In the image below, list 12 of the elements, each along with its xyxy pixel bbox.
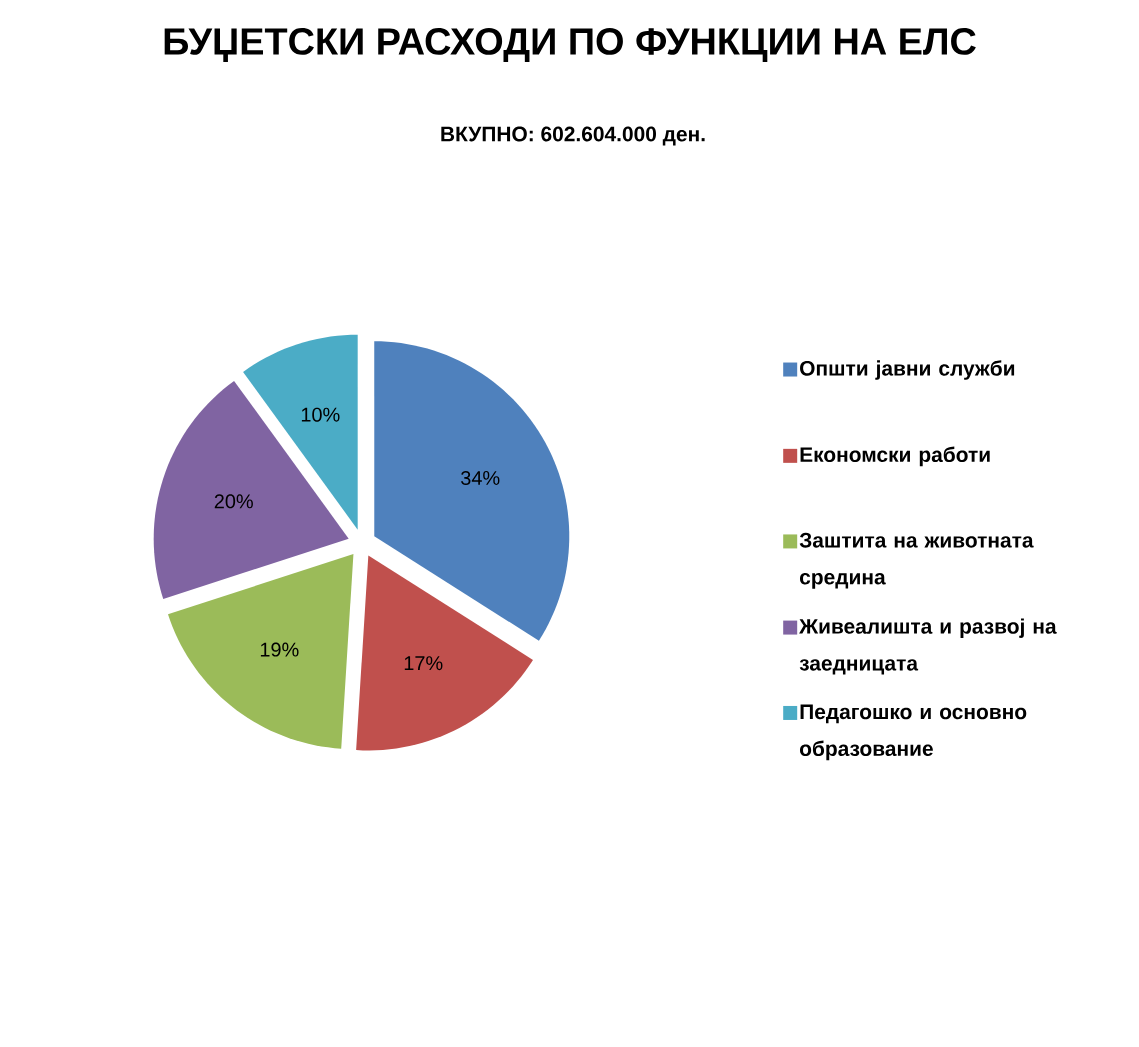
chart-title: БУЏЕТСКИ РАСХОДИ ПО ФУНКЦИИ НА ЕЛС bbox=[164, 28, 976, 62]
data-label: 19% bbox=[260, 642, 299, 657]
chart-subtitle: ВКУПНО: 602.604.000 ден. bbox=[441, 126, 705, 146]
data-label: 17% bbox=[404, 656, 443, 671]
legend-label: Општи јавни служби bbox=[800, 360, 1015, 380]
category-label: Заштита на животната средина bbox=[799, 532, 1034, 589]
legend-label: Економски работи bbox=[800, 446, 990, 467]
legend-label: Педагошко и основно образование bbox=[800, 704, 1027, 761]
data-label: 34% bbox=[461, 470, 500, 486]
data-label: 20% bbox=[214, 494, 253, 509]
legend-label: Живеалишта и развој на заедницата bbox=[799, 618, 1057, 675]
data-label: 10% bbox=[301, 407, 340, 422]
